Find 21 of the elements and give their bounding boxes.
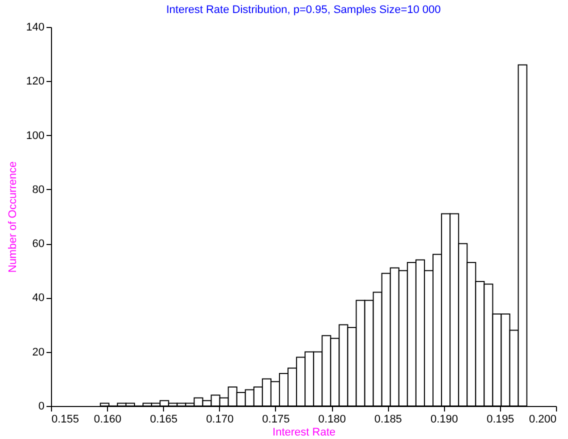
y-tick-label: 60: [32, 238, 44, 250]
x-tick-label: 0.165: [150, 414, 178, 426]
x-tick-label: 0.200: [528, 414, 556, 426]
x-tick-label: 0.180: [318, 414, 346, 426]
x-axis-title: Interest Rate: [272, 426, 336, 438]
y-tick-label: 120: [26, 76, 44, 88]
x-tick-label: 0.185: [374, 414, 402, 426]
y-tick-label: 20: [32, 346, 44, 358]
y-axis-title: Number of Occurrence: [7, 161, 20, 273]
y-tick-label: 140: [26, 22, 44, 34]
x-tick-label: 0.190: [430, 414, 458, 426]
y-tick-label: 100: [26, 130, 44, 142]
y-tick-label: 0: [38, 400, 44, 412]
y-tick-label: 40: [32, 292, 44, 304]
chart-title: Interest Rate Distribution, p=0.95, Samples Size=10 000: [166, 4, 441, 16]
x-tick-label: 0.175: [262, 414, 290, 426]
x-tick-label: 0.170: [206, 414, 234, 426]
y-tick-label: 80: [32, 184, 44, 196]
x-tick-label: 0.155: [52, 414, 80, 426]
x-tick-label: 0.195: [486, 414, 514, 426]
x-tick-label: 0.160: [94, 414, 122, 426]
